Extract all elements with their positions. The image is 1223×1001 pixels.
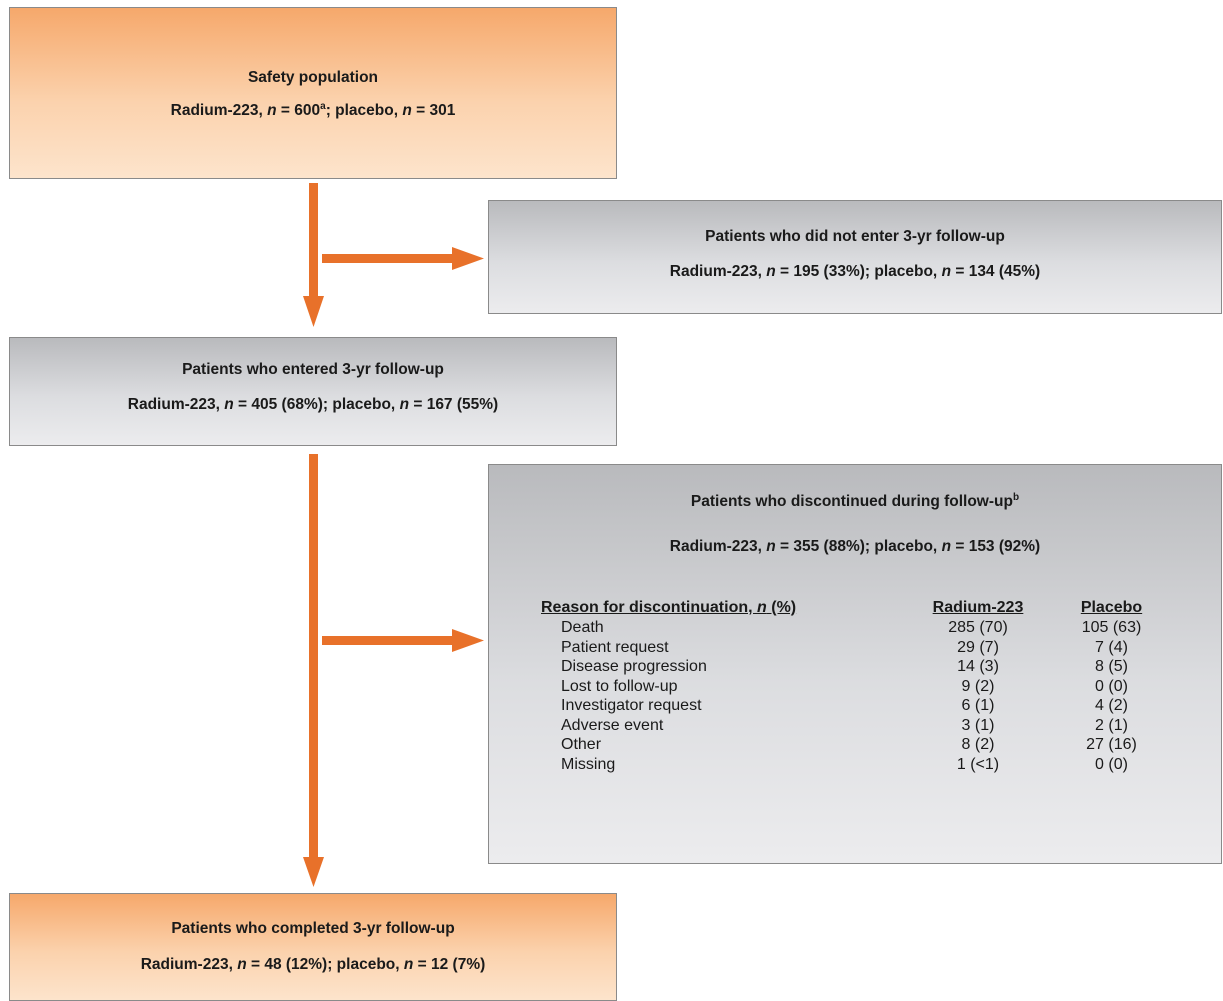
entered-followup-box: Patients who entered 3-yr follow-up Radi… [9,337,617,446]
table-row: Other 8 (2) 27 (16) [541,736,1173,756]
arrow-to-not-enter-shaft [322,254,454,263]
table-row: Lost to follow-up 9 (2) 0 (0) [541,678,1173,698]
arrow-safety-to-entered-head [303,296,324,327]
not-entered-title: Patients who did not enter 3-yr follow-u… [705,228,1005,245]
not-entered-counts: Radium-223, n = 195 (33%); placebo, n = … [669,263,1041,280]
entered-title: Patients who entered 3-yr follow-up [182,361,444,378]
header-placebo: Placebo [1080,599,1143,616]
not-entered-followup-box: Patients who did not enter 3-yr follow-u… [488,200,1222,314]
row-placebo-value: 4 (2) [1095,697,1128,714]
row-radium-value: 285 (70) [948,619,1008,636]
row-reason: Other [561,736,602,753]
safety-population-title: Safety population [247,69,379,86]
discontinued-box: Patients who discontinued during follow-… [488,464,1222,864]
arrow-to-discontinued-shaft [322,636,454,645]
row-radium-value: 1 (<1) [956,755,1000,773]
safety-population-box: Safety population Radium-223, n = 600a; … [9,7,617,179]
table-header: Reason for discontinuation, n (%) Radium… [541,599,1173,619]
row-placebo-value: 27 (16) [1086,736,1137,753]
table-row: Investigator request 6 (1) 4 (2) [541,697,1173,717]
discontinued-counts: Radium-223, n = 355 (88%); placebo, n = … [669,538,1041,555]
row-radium-value: 29 (7) [957,638,999,656]
row-reason: Death [561,619,604,636]
arrow-safety-to-entered-shaft [309,183,318,298]
completed-title: Patients who completed 3-yr follow-up [171,920,455,937]
arrow-to-not-enter-head [452,247,484,270]
completed-followup-box: Patients who completed 3-yr follow-up Ra… [9,893,617,1001]
arrow-entered-to-completed-shaft [309,454,318,859]
row-reason: Patient request [561,638,669,656]
row-reason: Lost to follow-up [561,677,678,695]
completed-counts: Radium-223, n = 48 (12%); placebo, n = 1… [140,956,486,973]
table-row: Patient request 29 (7) 7 (4) [541,639,1173,659]
row-placebo-value: 7 (4) [1095,638,1128,656]
row-radium-value: 9 (2) [961,677,995,695]
table-row: Adverse event 3 (1) 2 (1) [541,717,1173,737]
row-radium-value: 3 (1) [961,716,995,734]
entered-counts: Radium-223, n = 405 (68%); placebo, n = … [127,396,499,413]
table-row: Disease progression 14 (3) 8 (5) [541,658,1173,678]
discontinuation-reasons-table: Reason for discontinuation, n (%) Radium… [541,599,1173,775]
row-placebo-value: 2 (1) [1095,716,1128,734]
discontinued-title: Patients who discontinued during follow-… [690,491,1020,510]
arrow-entered-to-completed-head [303,857,324,887]
row-placebo-value: 8 (5) [1095,658,1128,675]
row-placebo-value: 105 (63) [1081,619,1142,636]
table-row: Missing 1 (<1) 0 (0) [541,756,1173,776]
row-reason: Investigator request [561,697,702,714]
header-radium: Radium-223 [932,599,1024,616]
safety-population-counts: Radium-223, n = 600a; placebo, n = 301 [170,100,456,119]
row-placebo-value: 0 (0) [1095,755,1128,773]
row-placebo-value: 0 (0) [1095,677,1128,695]
row-radium-value: 6 (1) [961,697,995,714]
row-reason: Disease progression [561,658,707,675]
row-radium-value: 14 (3) [957,658,999,675]
header-reason: Reason for discontinuation, n (%) [541,599,797,616]
row-radium-value: 8 (2) [961,736,995,753]
table-row: Death 285 (70) 105 (63) [541,619,1173,639]
row-reason: Adverse event [561,716,664,734]
row-reason: Missing [561,755,616,773]
arrow-to-discontinued-head [452,629,484,652]
